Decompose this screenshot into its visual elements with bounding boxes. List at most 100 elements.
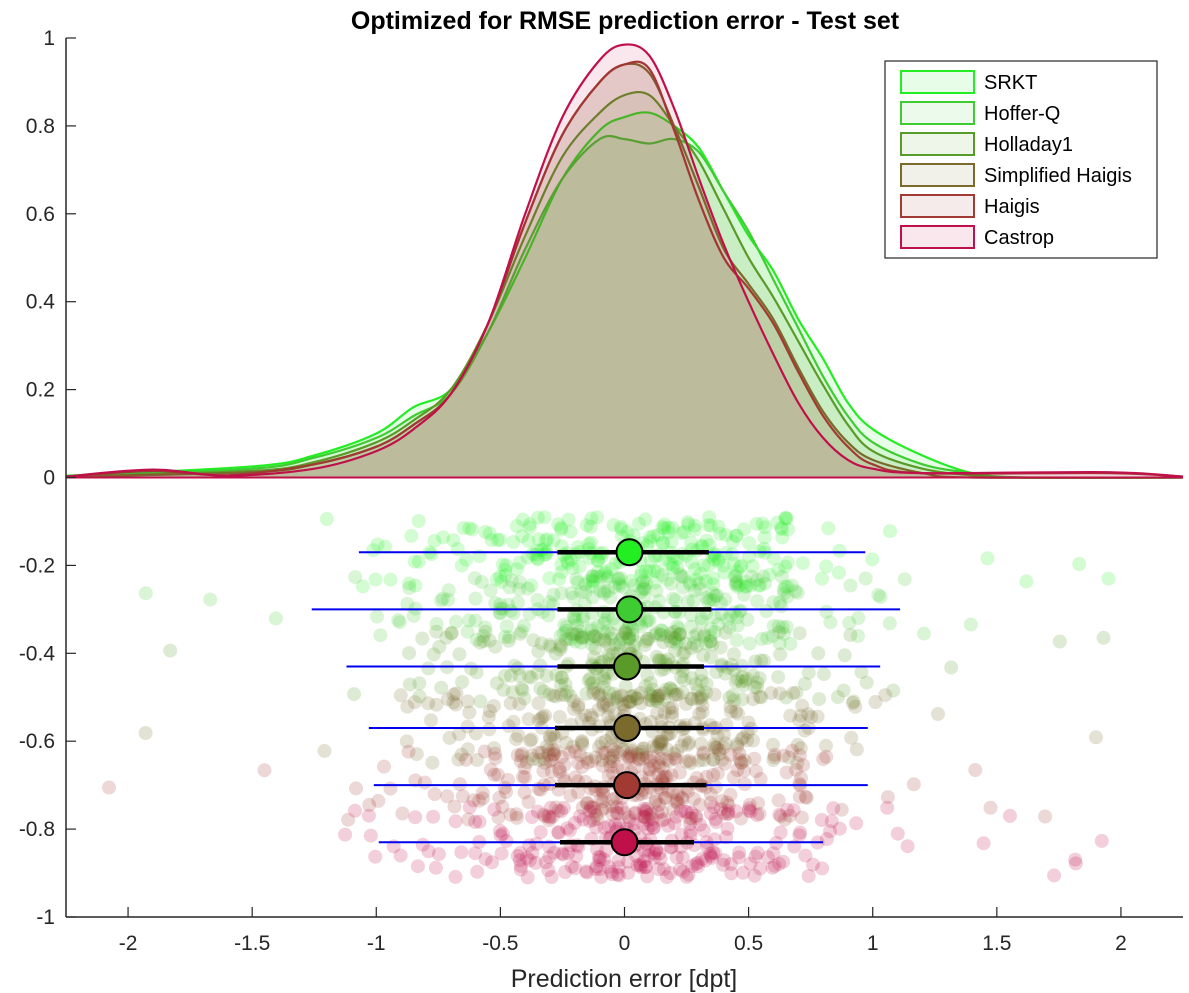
data-point — [759, 604, 774, 619]
data-point — [743, 578, 758, 593]
data-point — [683, 816, 698, 831]
data-point — [703, 846, 718, 861]
density-area-3 — [66, 63, 1183, 478]
data-point — [766, 753, 781, 767]
data-point — [407, 554, 422, 569]
data-point — [409, 747, 424, 762]
data-point — [694, 667, 709, 681]
y-tick-label: 0.6 — [26, 203, 55, 226]
data-point — [621, 695, 636, 710]
data-point — [772, 807, 787, 822]
data-point — [537, 548, 552, 562]
data-point — [455, 675, 470, 689]
data-point — [670, 744, 685, 758]
data-point — [521, 794, 536, 809]
legend-item-2: Holladay1 — [900, 132, 1073, 156]
data-point — [641, 807, 656, 822]
data-point — [633, 696, 648, 711]
data-point — [505, 685, 520, 700]
data-point — [421, 661, 436, 676]
data-point — [631, 751, 646, 766]
data-point — [370, 537, 385, 552]
data-point — [513, 862, 528, 877]
data-point — [660, 572, 675, 587]
data-point — [659, 742, 674, 757]
data-point — [599, 843, 614, 858]
data-point — [635, 741, 650, 756]
data-point — [674, 526, 689, 540]
data-point — [649, 793, 664, 808]
data-point — [642, 761, 657, 776]
data-point — [671, 621, 686, 636]
data-point — [411, 514, 426, 528]
data-point — [814, 813, 829, 827]
data-point — [694, 674, 709, 689]
data-point — [849, 742, 864, 757]
data-point — [685, 692, 700, 707]
data-point — [520, 550, 535, 565]
data-point — [667, 816, 682, 831]
data-point — [578, 577, 593, 592]
data-point — [590, 842, 604, 857]
data-point — [513, 859, 528, 873]
data-point — [622, 813, 637, 828]
data-point — [393, 848, 408, 863]
data-point — [268, 611, 283, 626]
data-point — [784, 578, 799, 593]
data-point — [1003, 808, 1017, 823]
data-point — [692, 797, 707, 812]
data-point — [812, 692, 827, 707]
data-point — [468, 726, 483, 741]
data-point — [586, 569, 600, 584]
data-point — [472, 793, 487, 808]
data-point — [778, 510, 793, 525]
data-point — [432, 639, 447, 654]
data-point — [559, 632, 573, 647]
data-point — [603, 759, 618, 774]
x-tick-label: 1.5 — [982, 932, 1011, 955]
data-point — [764, 686, 779, 701]
data-point — [636, 580, 651, 595]
data-point — [638, 679, 653, 694]
data-point — [575, 612, 590, 627]
data-point — [701, 518, 716, 532]
data-point — [647, 628, 662, 643]
data-point — [499, 785, 513, 799]
data-point — [601, 648, 616, 662]
data-point — [554, 678, 569, 693]
data-point — [659, 870, 674, 885]
data-point — [683, 828, 698, 843]
data-point — [546, 743, 561, 758]
data-point — [672, 765, 687, 780]
data-point — [703, 628, 718, 643]
legend-swatch — [900, 70, 975, 94]
data-point — [575, 737, 590, 752]
data-point — [614, 632, 629, 647]
data-point — [705, 637, 720, 652]
data-point — [551, 517, 566, 532]
data-point — [610, 745, 625, 760]
data-point — [637, 810, 652, 825]
data-point — [651, 528, 665, 543]
data-point — [810, 709, 825, 724]
mean-marker — [612, 652, 641, 681]
data-point — [538, 708, 553, 723]
legend-label: Holladay1 — [984, 134, 1073, 156]
data-point — [742, 636, 757, 651]
data-point — [729, 804, 744, 819]
data-point — [528, 855, 543, 870]
data-point — [665, 521, 680, 535]
data-point — [836, 683, 851, 698]
data-point — [779, 765, 794, 780]
data-point — [730, 739, 745, 754]
data-point — [669, 794, 684, 809]
data-point — [530, 510, 545, 525]
data-point — [605, 799, 620, 814]
data-point — [622, 748, 637, 763]
data-point — [636, 574, 651, 588]
data-point — [653, 851, 668, 866]
data-point — [701, 558, 716, 573]
data-point — [651, 737, 666, 752]
data-point — [776, 854, 791, 869]
data-point — [603, 739, 618, 754]
